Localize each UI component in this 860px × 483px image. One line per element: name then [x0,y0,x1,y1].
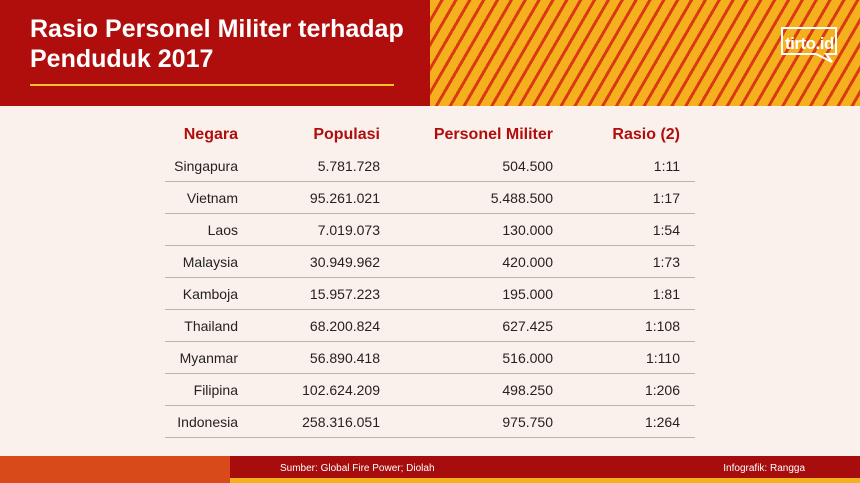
footer-left-band [0,456,230,483]
cell-personel-militer: 498.250 [502,381,553,398]
cell-populasi: 30.949.962 [309,253,380,270]
cell-rasio: 1:17 [652,189,680,206]
cell-populasi: 68.200.824 [309,317,380,334]
tirto-logo: tirto.id [778,26,840,64]
cell-personel-militer: 627.425 [502,317,553,334]
cell-negara: Vietnam [186,189,238,206]
cell-populasi: 56.890.418 [309,349,380,366]
column-header-populasi: Populasi [313,126,380,143]
cell-populasi: 258.316.051 [302,413,380,430]
table-row: Vietnam 95.261.021 5.488.500 1:17 [165,182,695,214]
cell-negara: Myanmar [179,349,238,366]
cell-rasio: 1:73 [652,253,680,270]
cell-populasi: 15.957.223 [309,285,380,302]
cell-personel-militer: 5.488.500 [490,189,553,206]
footer-accent-line [230,478,860,483]
cell-rasio: 1:110 [646,349,680,366]
cell-populasi: 102.624.209 [302,381,380,398]
title-line-2: Penduduk 2017 [30,45,214,73]
cell-rasio: 1:54 [652,221,680,238]
logo-text: tirto.id [785,34,834,53]
cell-negara: Malaysia [182,253,238,270]
cell-personel-militer: 975.750 [502,413,553,430]
cell-personel-militer: 516.000 [502,349,553,366]
column-header-rasio: Rasio (2) [612,126,680,143]
source-text: Sumber: Global Fire Power; Diolah [280,463,435,474]
table-row: Myanmar 56.890.418 516.000 1:110 [165,342,695,374]
cell-negara: Indonesia [177,413,238,430]
table-body: Singapura 5.781.728 504.500 1:11 Vietnam 95.2… [165,150,695,438]
table-row: Malaysia 30.949.962 420.000 1:73 [165,246,695,278]
cell-personel-militer: 420.000 [502,253,553,270]
cell-personel-militer: 195.000 [502,285,553,302]
table-row: Indonesia 258.316.051 975.750 1:264 [165,406,695,438]
column-header-negara: Negara [183,126,238,143]
table-header-row: Negara Populasi Personel Militer Rasio (… [165,120,695,150]
title-underline [30,84,394,86]
column-header-personel-militer: Personel Militer [433,126,553,143]
cell-personel-militer: 504.500 [502,157,553,174]
cell-negara: Laos [207,221,238,238]
cell-rasio: 1:81 [652,285,680,302]
cell-populasi: 95.261.021 [309,189,380,206]
header-banner: Rasio Personel Militer terhadap Penduduk… [0,0,430,106]
logo-speech-bubble-icon [781,27,837,63]
cell-negara: Thailand [184,317,238,334]
page-title: Rasio Personel Militer terhadap Penduduk… [30,14,420,74]
cell-negara: Filipina [193,381,238,398]
table-row: Filipina 102.624.209 498.250 1:206 [165,374,695,406]
cell-negara: Singapura [174,157,238,174]
cell-populasi: 5.781.728 [317,157,380,174]
table-row: Kamboja 15.957.223 195.000 1:81 [165,278,695,310]
cell-negara: Kamboja [182,285,238,302]
cell-rasio: 1:264 [644,413,680,430]
cell-rasio: 1:108 [644,317,680,334]
credit-text: Infografik: Rangga [723,463,805,474]
table-row: Singapura 5.781.728 504.500 1:11 [165,150,695,182]
cell-rasio: 1:206 [644,381,680,398]
cell-rasio: 1:11 [653,157,680,174]
table-row: Thailand 68.200.824 627.425 1:108 [165,310,695,342]
table-row: Laos 7.019.073 130.000 1:54 [165,214,695,246]
data-table: Negara Populasi Personel Militer Rasio (… [165,120,695,438]
cell-populasi: 7.019.073 [317,221,380,238]
title-line-1: Rasio Personel Militer terhadap [30,15,404,43]
cell-personel-militer: 130.000 [502,221,553,238]
